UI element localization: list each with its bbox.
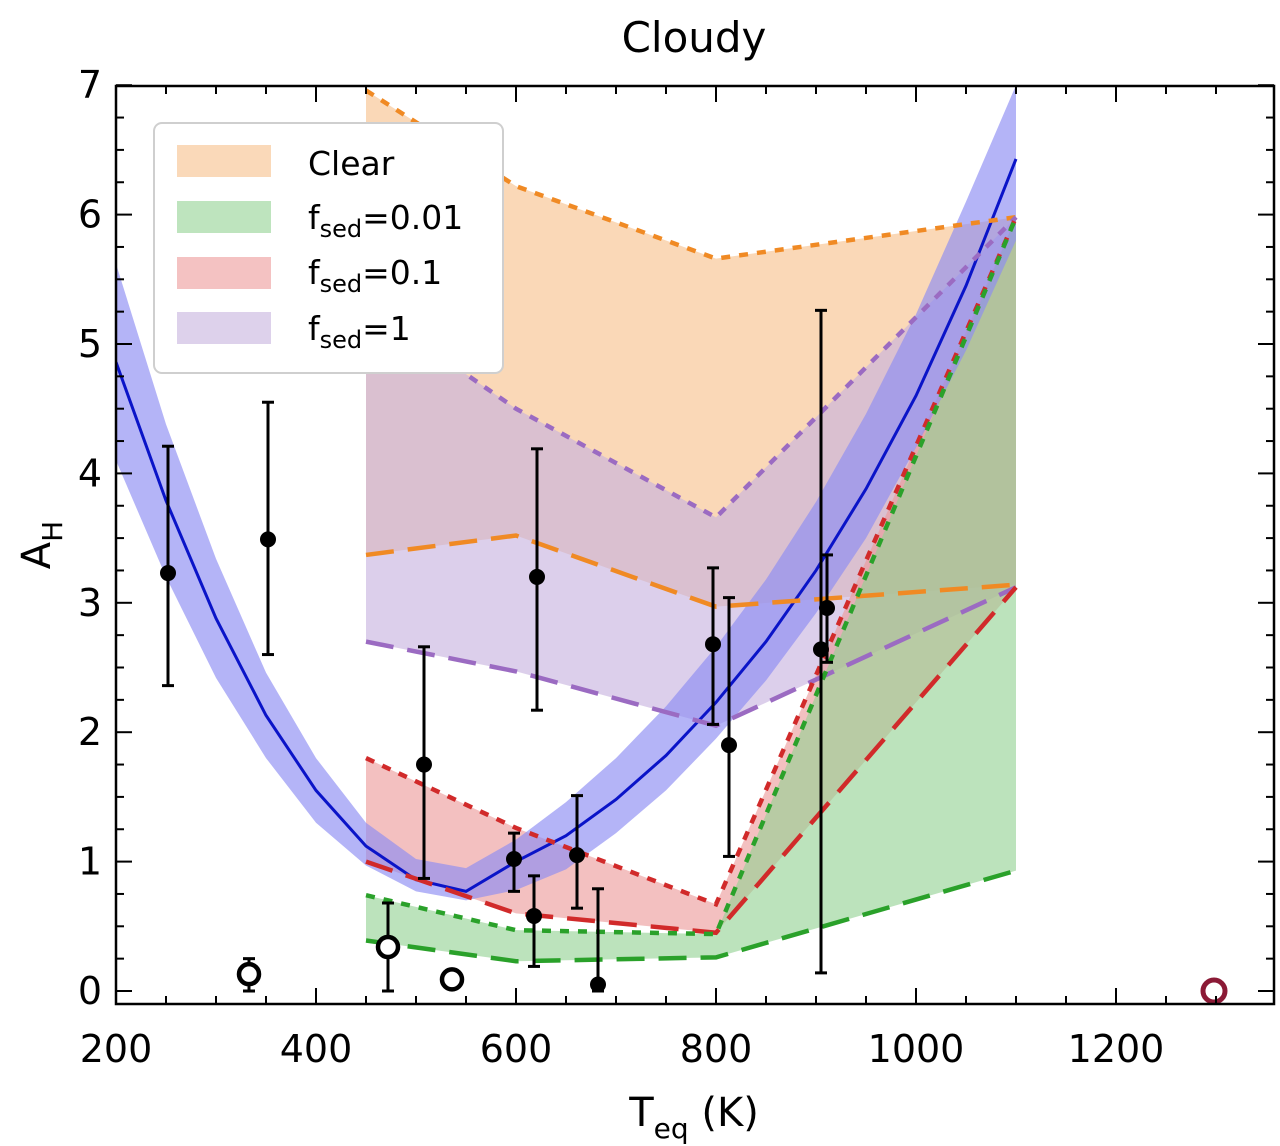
legend-label-fsed-1: fsed=1 bbox=[308, 309, 411, 354]
model-lower-line-1 bbox=[365, 585, 1017, 729]
model-upper-line-2 bbox=[365, 216, 1019, 908]
y-tick-label: 4 bbox=[78, 451, 102, 495]
filled-point-7 bbox=[590, 976, 606, 993]
legend-swatch-fsed-0.1 bbox=[177, 257, 271, 289]
open-red-point-0 bbox=[1200, 977, 1228, 1004]
x-axis-label: Teq (K) bbox=[628, 1090, 759, 1145]
plot-frame bbox=[114, 84, 1276, 1006]
data-points bbox=[160, 308, 1228, 1004]
open-point-1 bbox=[375, 934, 401, 960]
axis-ticks bbox=[115, 84, 1274, 1004]
legend: Clear fsed=0.01 fsed=0.1 fsed=1 bbox=[153, 122, 504, 374]
filled-point-10 bbox=[813, 641, 829, 658]
x-tick-label: 600 bbox=[480, 1027, 553, 1071]
x-tick-label: 400 bbox=[280, 1027, 353, 1071]
fit-curve-group bbox=[116, 86, 1018, 901]
x-tick-label: 1000 bbox=[868, 1027, 965, 1071]
model-lower-line-2 bbox=[365, 585, 1018, 936]
filled-point-2 bbox=[416, 756, 432, 773]
filled-point-6 bbox=[569, 847, 585, 864]
y-tick-label: 5 bbox=[78, 322, 102, 366]
legend-label-fsed-0.1: fsed=0.1 bbox=[308, 253, 442, 298]
legend-swatch-fsed-1 bbox=[177, 312, 271, 344]
filled-point-11 bbox=[819, 599, 835, 616]
legend-box bbox=[153, 122, 504, 374]
model-lower-line-3 bbox=[365, 868, 1017, 964]
y-tick-label: 7 bbox=[78, 63, 102, 107]
x-tick-label: 200 bbox=[80, 1027, 153, 1071]
y-tick-labels: 0 1 2 3 4 5 6 7 bbox=[78, 63, 102, 1013]
y-tick-label: 1 bbox=[78, 840, 102, 884]
legend-label-clear: Clear bbox=[308, 144, 395, 183]
filled-point-0 bbox=[160, 565, 176, 582]
filled-point-1 bbox=[260, 531, 276, 548]
y-axis-label: AH bbox=[14, 521, 69, 569]
y-tick-label: 2 bbox=[78, 710, 102, 754]
x-tick-label: 1200 bbox=[1068, 1027, 1165, 1071]
model-lower-line-0 bbox=[365, 533, 1017, 609]
filled-point-8 bbox=[705, 636, 721, 653]
x-tick-labels: 200 400 600 800 1000 1200 bbox=[80, 1027, 1165, 1071]
filled-point-9 bbox=[721, 737, 737, 754]
y-tick-label: 6 bbox=[78, 193, 102, 237]
legend-swatch-clear bbox=[177, 145, 271, 177]
x-tick-label: 800 bbox=[680, 1027, 753, 1071]
y-tick-label: 0 bbox=[78, 969, 102, 1013]
legend-swatch-fsed-0.01 bbox=[177, 201, 271, 233]
y-tick-label: 3 bbox=[78, 581, 102, 625]
open-point-2 bbox=[439, 967, 465, 992]
legend-label-fsed-0.01: fsed=0.01 bbox=[308, 198, 463, 243]
filled-point-5 bbox=[526, 907, 542, 924]
filled-point-3 bbox=[506, 851, 522, 868]
model-upper-line-0 bbox=[364, 88, 1017, 261]
fit-line bbox=[116, 158, 1018, 893]
model-upper-line-3 bbox=[365, 216, 1019, 937]
filled-point-4 bbox=[529, 568, 545, 585]
chart-title: Cloudy bbox=[622, 13, 767, 62]
open-point-0 bbox=[236, 961, 262, 987]
fit-uncertainty-band bbox=[116, 86, 1016, 901]
